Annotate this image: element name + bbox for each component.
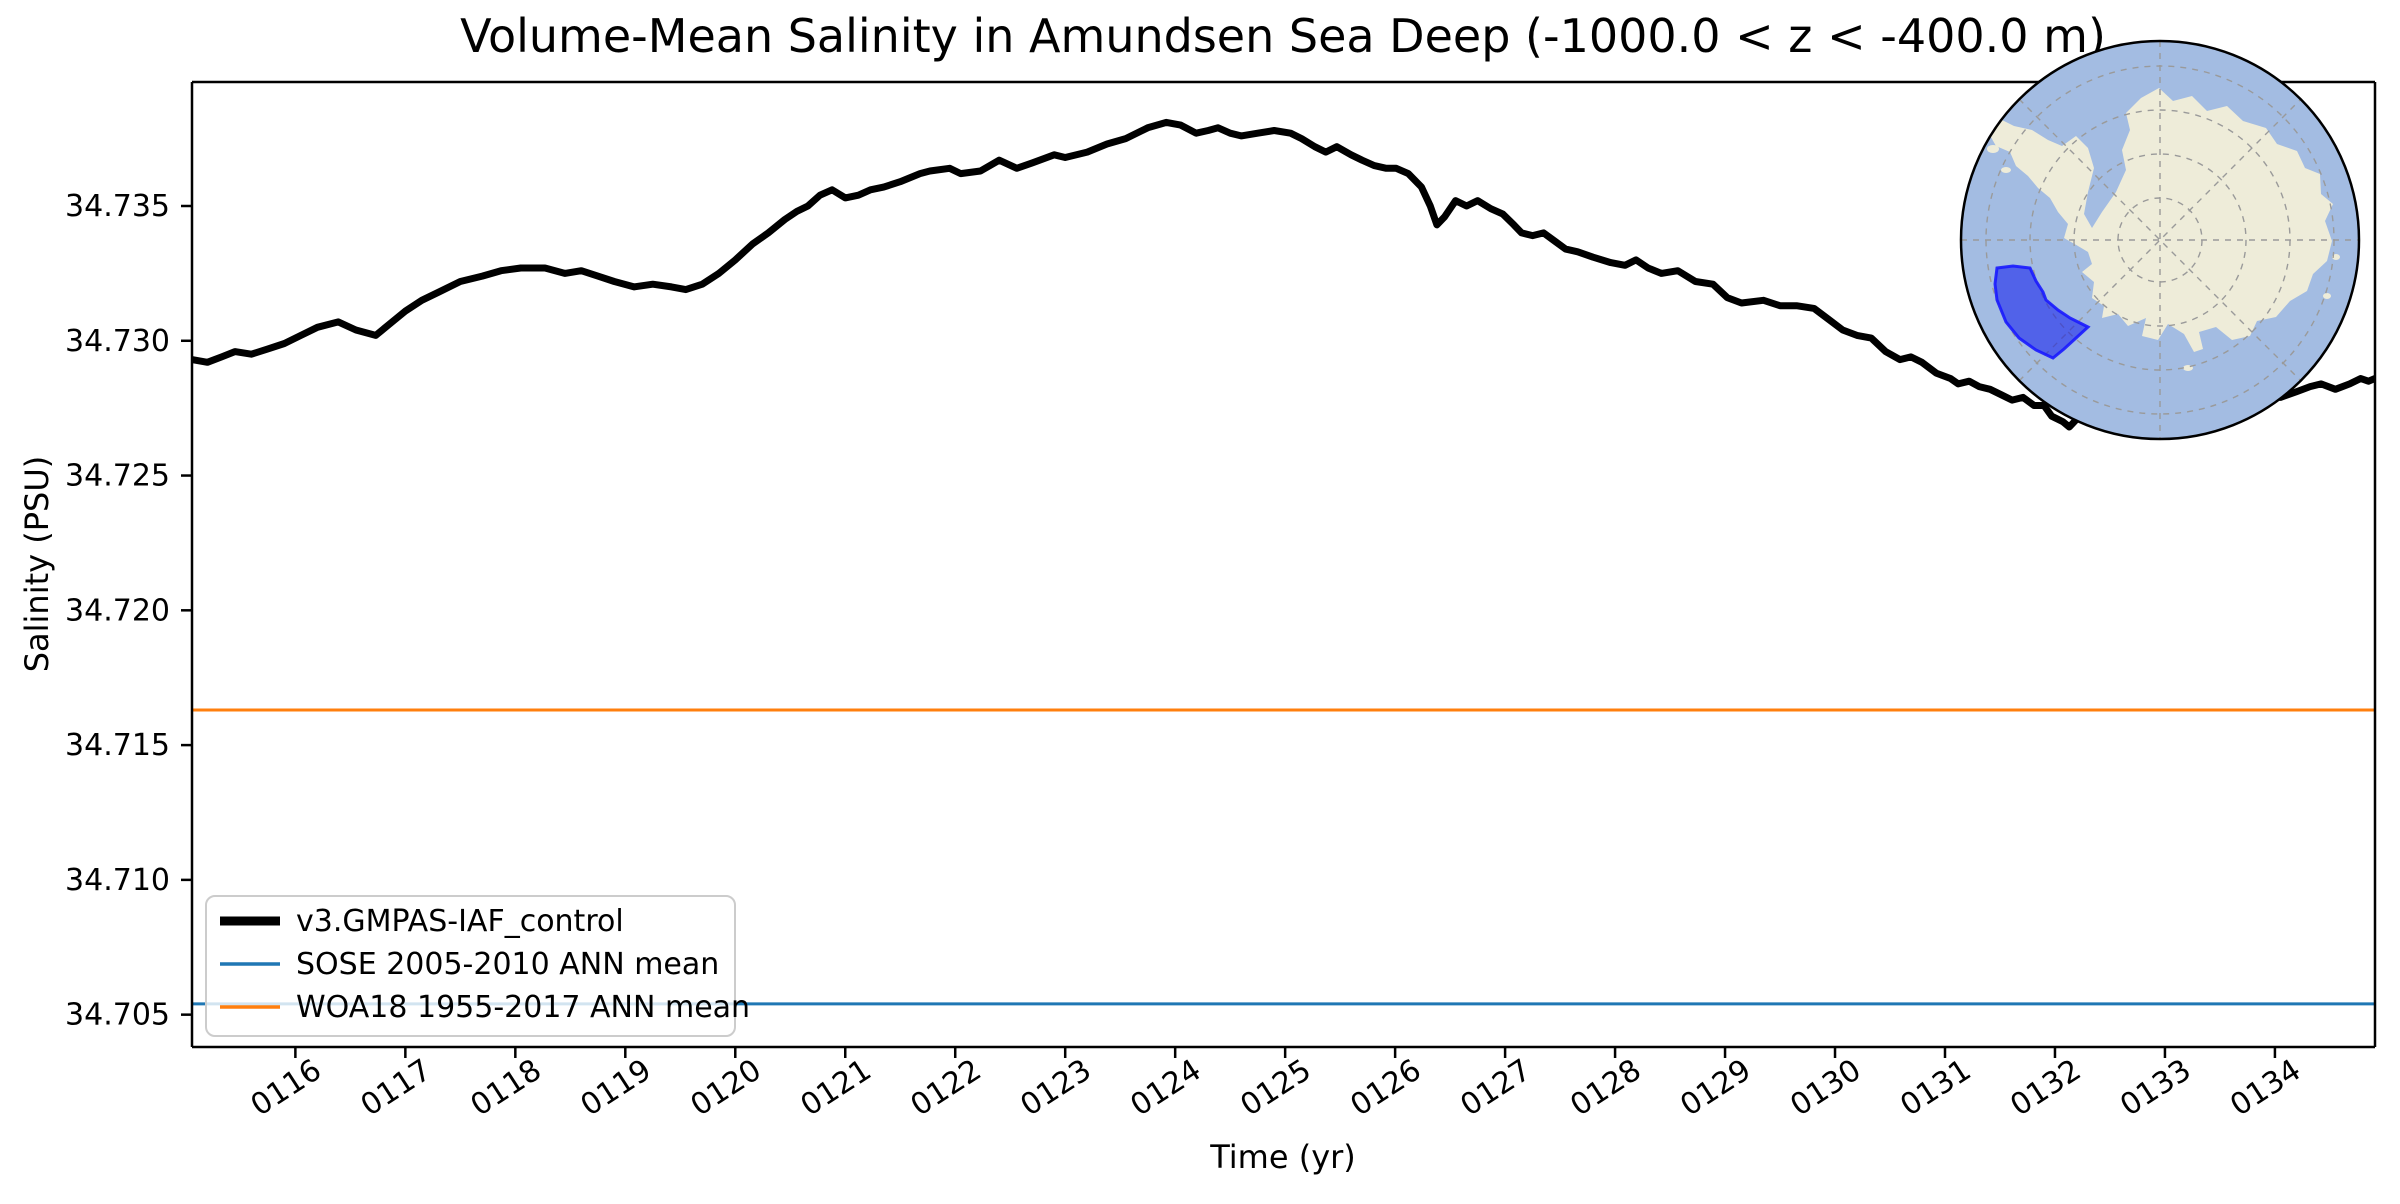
x-tick-label: 0130: [1784, 1053, 1867, 1124]
y-tick-label: 34.720: [65, 593, 170, 628]
globe-graticule: [1961, 41, 2359, 439]
legend-frame: [205, 895, 736, 1037]
series-v3.GMPAS-IAF_control: [192, 118, 2375, 431]
legend: v3.GMPAS-IAF_control SOSE 2005-2010 ANN …: [205, 895, 750, 1037]
x-tick-label: 0127: [1454, 1053, 1537, 1124]
x-tick-label: 0128: [1564, 1053, 1647, 1124]
x-tick-label: 0118: [465, 1053, 548, 1124]
x-tick-label: 0123: [1014, 1053, 1097, 1124]
x-tick-label: 0116: [245, 1053, 328, 1124]
legend-label-sose: SOSE 2005-2010 ANN mean: [296, 947, 719, 982]
inset-map-antarctica: [1959, 39, 2361, 441]
x-tick-label: 0119: [575, 1053, 658, 1124]
amundsen-region-patch: [1993, 264, 2091, 360]
x-tick-label: 0125: [1234, 1053, 1317, 1124]
axes-spines: [190, 80, 2377, 1049]
chart-title: Volume-Mean Salinity in Amundsen Sea Dee…: [460, 9, 2106, 63]
legend-label-woa18: WOA18 1955-2017 ANN mean: [296, 990, 750, 1025]
x-tick-label: 0133: [2114, 1053, 2197, 1124]
legend-label-control: v3.GMPAS-IAF_control: [296, 904, 624, 939]
x-tick-label: 0131: [1894, 1053, 1977, 1124]
x-tick-label: 0121: [795, 1053, 878, 1124]
x-tick-label: 0129: [1674, 1053, 1757, 1124]
y-tick-label: 34.705: [65, 998, 170, 1033]
x-tick-label: 0124: [1124, 1053, 1207, 1124]
y-tick-label: 34.710: [65, 863, 170, 898]
x-axis: 0116 0117 0118 0119 0120 0121 0122 0123 0124 0125…: [245, 1047, 2307, 1124]
x-tick-label: 0132: [2004, 1053, 2087, 1124]
x-tick-label: 0120: [685, 1053, 768, 1124]
x-axis-label: Time (yr): [1209, 1138, 1356, 1176]
x-tick-label: 0122: [904, 1053, 987, 1124]
y-tick-label: 34.730: [65, 324, 170, 359]
x-tick-label: 0134: [2224, 1053, 2307, 1124]
globe-outline: [1959, 39, 2361, 441]
x-tick-label: 0117: [355, 1053, 438, 1124]
y-tick-label: 34.735: [65, 189, 170, 224]
y-axis: 34.705 34.710 34.715 34.720 34.725 34.730 34.7…: [65, 189, 192, 1033]
y-tick-label: 34.725: [65, 459, 170, 494]
x-tick-label: 0126: [1344, 1053, 1427, 1124]
y-tick-label: 34.715: [65, 728, 170, 763]
y-axis-label: Salinity (PSU): [18, 456, 56, 673]
